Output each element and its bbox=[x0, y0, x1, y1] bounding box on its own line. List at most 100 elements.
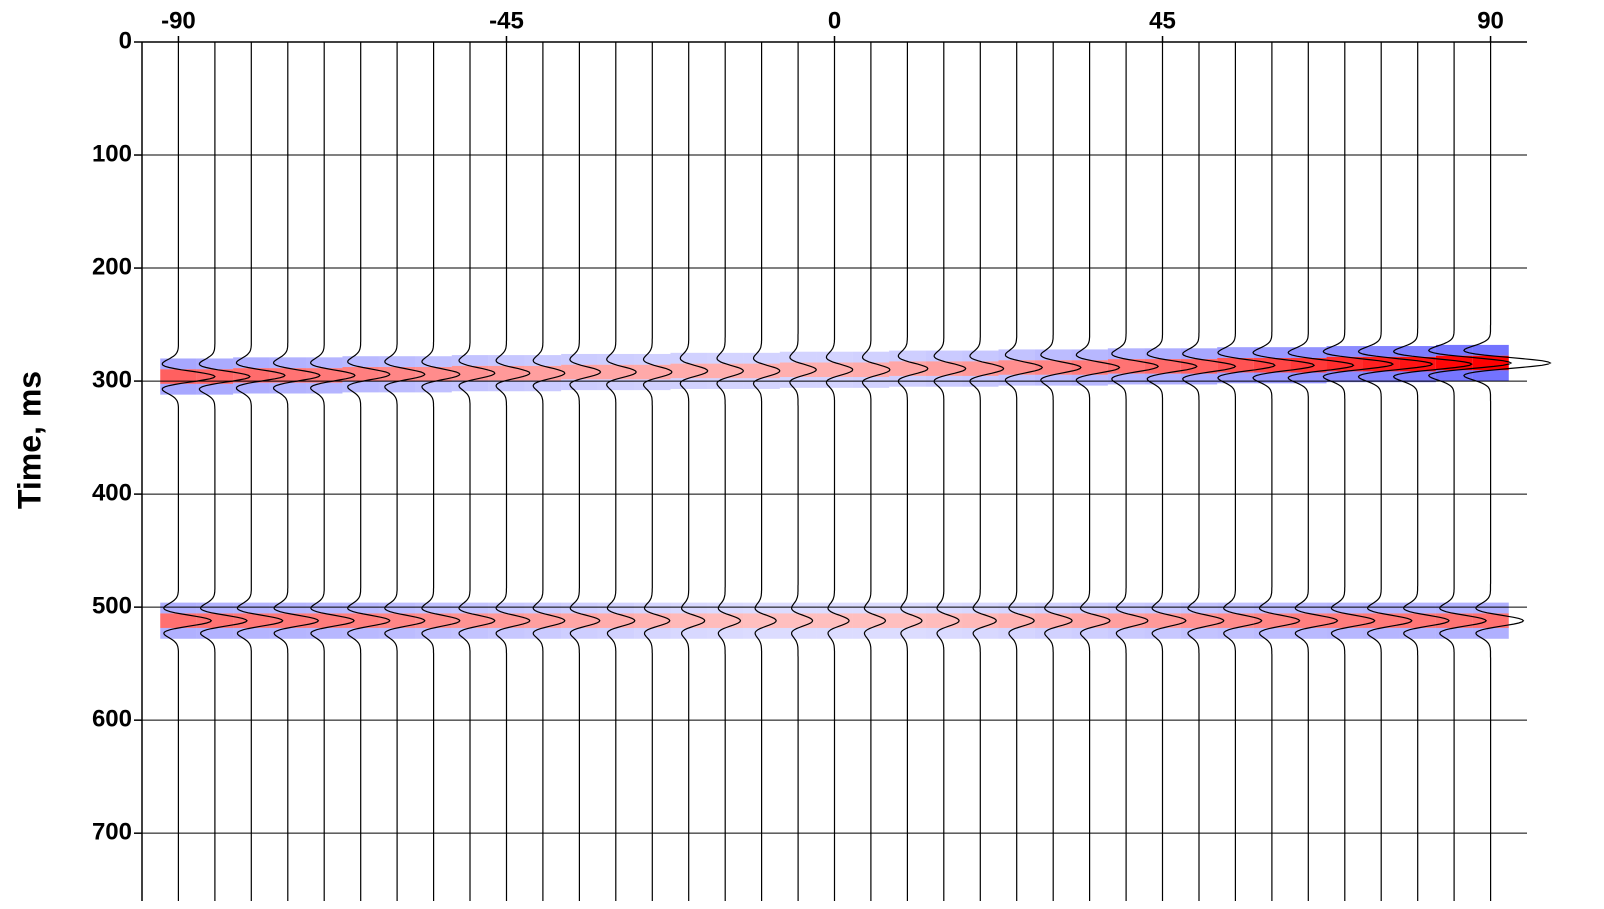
amplitude-band bbox=[451, 380, 489, 392]
amplitude-band bbox=[233, 602, 270, 614]
amplitude-band bbox=[1034, 613, 1072, 628]
trace-wiggle bbox=[1322, 42, 1395, 901]
amplitude-band bbox=[889, 602, 926, 614]
amplitude-band bbox=[1253, 347, 1291, 358]
amplitude-band bbox=[1034, 360, 1072, 375]
amplitude-band bbox=[451, 365, 489, 381]
amplitude-band bbox=[1144, 373, 1181, 385]
amplitude-band bbox=[1399, 602, 1436, 614]
amplitude-band bbox=[779, 602, 817, 614]
amplitude-band bbox=[160, 358, 197, 370]
trace-wiggle bbox=[235, 42, 286, 901]
amplitude-band bbox=[925, 350, 963, 362]
amplitude-band bbox=[743, 627, 780, 639]
amplitude-band bbox=[706, 627, 744, 639]
amplitude-band bbox=[1290, 602, 1327, 614]
amplitude-band bbox=[597, 353, 635, 365]
amplitude-band bbox=[269, 357, 307, 369]
amplitude-band bbox=[415, 381, 452, 393]
x-tick-label: 90 bbox=[1477, 7, 1504, 34]
amplitude-band bbox=[743, 378, 780, 389]
y-tick-label: 600 bbox=[92, 706, 132, 733]
amplitude-band bbox=[743, 352, 780, 364]
amplitude-band bbox=[306, 357, 343, 369]
amplitude-band bbox=[1326, 356, 1363, 372]
amplitude-band bbox=[233, 357, 270, 369]
amplitude-band bbox=[160, 369, 197, 384]
amplitude-band bbox=[196, 358, 234, 370]
amplitude-band bbox=[1399, 346, 1436, 357]
trace-wiggle bbox=[495, 42, 531, 901]
amplitude-band bbox=[670, 602, 707, 614]
amplitude-band bbox=[1472, 370, 1509, 382]
amplitude-band bbox=[561, 379, 598, 391]
amplitude-band bbox=[1326, 613, 1363, 628]
amplitude-band bbox=[1034, 349, 1072, 361]
amplitude-band bbox=[561, 353, 598, 365]
amplitude-band bbox=[1217, 372, 1254, 384]
amplitude-band bbox=[196, 383, 234, 395]
amplitude-band bbox=[1034, 374, 1072, 386]
amplitude-band bbox=[524, 380, 562, 392]
amplitude-band bbox=[1071, 349, 1108, 361]
amplitude-band bbox=[816, 613, 853, 628]
amplitude-band bbox=[1472, 613, 1509, 628]
amplitude-band bbox=[1144, 613, 1181, 628]
amplitude-band bbox=[706, 363, 744, 379]
amplitude-band bbox=[233, 382, 270, 394]
amplitude-band bbox=[269, 368, 307, 383]
amplitude-band bbox=[1362, 627, 1400, 639]
amplitude-band bbox=[925, 627, 963, 639]
amplitude-band bbox=[634, 353, 671, 365]
amplitude-band bbox=[524, 627, 562, 639]
amplitude-band bbox=[634, 613, 671, 628]
amplitude-band bbox=[889, 361, 926, 376]
amplitude-band bbox=[524, 355, 562, 366]
trace-wiggle bbox=[1392, 42, 1473, 901]
amplitude-band bbox=[306, 613, 343, 628]
amplitude-band bbox=[378, 627, 416, 639]
amplitude-band bbox=[1180, 359, 1218, 374]
amplitude-band bbox=[816, 602, 853, 614]
amplitude-band bbox=[962, 361, 999, 376]
amplitude-band bbox=[1217, 613, 1254, 628]
amplitude-band bbox=[1034, 602, 1072, 614]
trace-wiggle bbox=[789, 42, 818, 901]
amplitude-band bbox=[1180, 373, 1218, 385]
amplitude-band bbox=[1180, 602, 1218, 614]
amplitude-band bbox=[670, 352, 707, 364]
amplitude-band bbox=[1071, 613, 1108, 628]
amplitude-band bbox=[706, 602, 744, 614]
amplitude-band bbox=[962, 613, 999, 628]
amplitude-band bbox=[451, 613, 489, 628]
amplitude-band bbox=[561, 364, 598, 380]
amplitude-band bbox=[160, 602, 197, 614]
amplitude-band bbox=[634, 379, 671, 391]
trace-wiggle bbox=[384, 42, 426, 901]
trace-wiggle bbox=[1111, 42, 1160, 901]
amplitude-band bbox=[816, 377, 853, 388]
amplitude-band bbox=[378, 602, 416, 614]
amplitude-band bbox=[561, 613, 598, 628]
x-tick-label: 45 bbox=[1149, 7, 1176, 34]
amplitude-band bbox=[1071, 374, 1108, 386]
amplitude-band bbox=[306, 602, 343, 614]
amplitude-band bbox=[998, 349, 1035, 361]
trace-wiggle bbox=[642, 42, 673, 901]
amplitude-band bbox=[779, 627, 817, 639]
amplitude-band bbox=[962, 627, 999, 639]
trace-wiggle bbox=[933, 42, 967, 901]
amplitude-band bbox=[1362, 371, 1400, 383]
amplitude-band bbox=[998, 613, 1035, 628]
amplitude-band bbox=[488, 602, 525, 614]
amplitude-band bbox=[561, 627, 598, 639]
amplitude-band bbox=[196, 627, 234, 639]
amplitude-band bbox=[342, 602, 379, 614]
amplitude-band bbox=[415, 627, 452, 639]
trace-wiggle bbox=[716, 42, 745, 901]
amplitude-band bbox=[415, 367, 452, 382]
amplitude-band bbox=[1326, 602, 1363, 614]
amplitude-band bbox=[524, 613, 562, 628]
y-tick-label: 100 bbox=[92, 140, 132, 167]
trace-wiggle bbox=[309, 42, 356, 901]
